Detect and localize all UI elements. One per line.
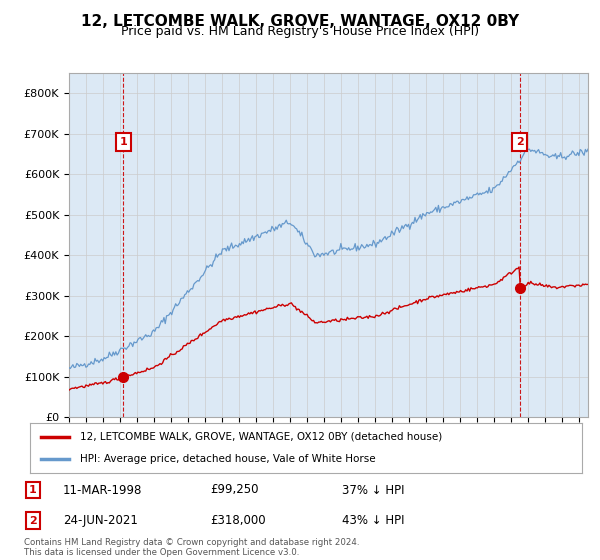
Text: 24-JUN-2021: 24-JUN-2021: [63, 514, 138, 528]
Text: 12, LETCOMBE WALK, GROVE, WANTAGE, OX12 0BY: 12, LETCOMBE WALK, GROVE, WANTAGE, OX12 …: [81, 14, 519, 29]
Text: 12, LETCOMBE WALK, GROVE, WANTAGE, OX12 0BY (detached house): 12, LETCOMBE WALK, GROVE, WANTAGE, OX12 …: [80, 432, 442, 442]
Text: Price paid vs. HM Land Registry's House Price Index (HPI): Price paid vs. HM Land Registry's House …: [121, 25, 479, 38]
Text: 11-MAR-1998: 11-MAR-1998: [63, 483, 142, 497]
Text: 43% ↓ HPI: 43% ↓ HPI: [342, 514, 404, 528]
Text: 37% ↓ HPI: 37% ↓ HPI: [342, 483, 404, 497]
Text: Contains HM Land Registry data © Crown copyright and database right 2024.
This d: Contains HM Land Registry data © Crown c…: [24, 538, 359, 557]
Text: HPI: Average price, detached house, Vale of White Horse: HPI: Average price, detached house, Vale…: [80, 454, 376, 464]
Text: 1: 1: [119, 137, 127, 147]
Text: 2: 2: [516, 137, 523, 147]
Text: 2: 2: [29, 516, 37, 526]
Text: £318,000: £318,000: [210, 514, 266, 528]
Text: 1: 1: [29, 485, 37, 495]
Text: £99,250: £99,250: [210, 483, 259, 497]
